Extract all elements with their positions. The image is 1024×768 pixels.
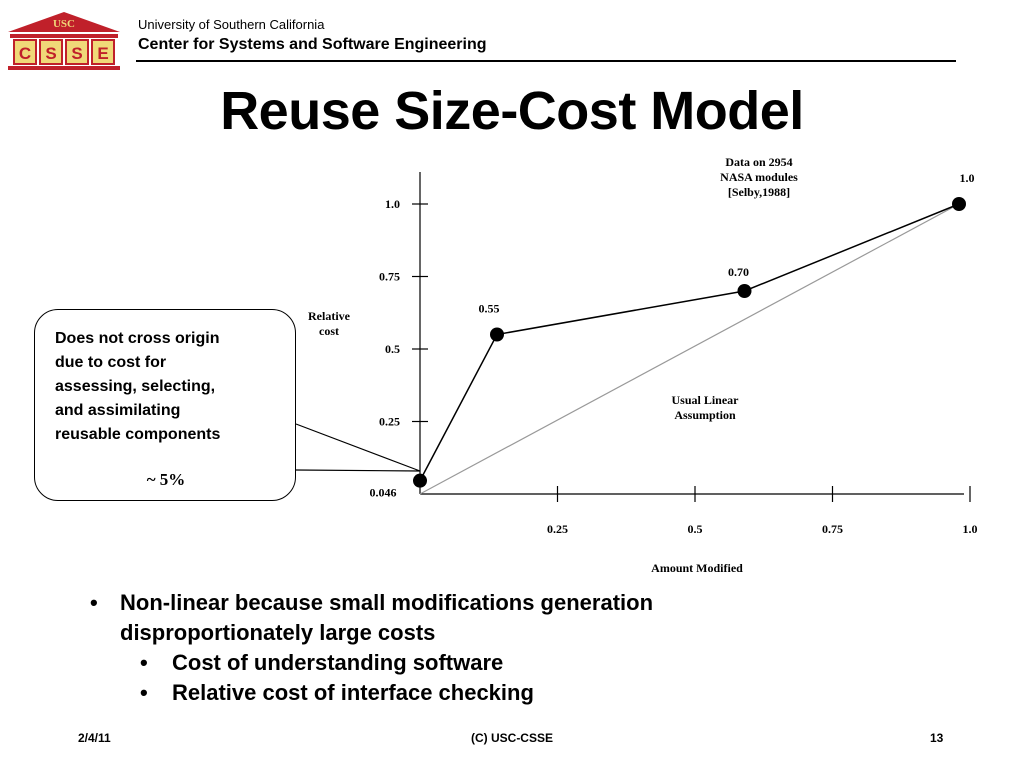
- data-point: [737, 284, 752, 298]
- callout-line: Does not cross origin: [55, 330, 220, 347]
- data-label: 0.70: [728, 265, 749, 279]
- y-axis-label: cost: [319, 324, 339, 338]
- x-tick-label: 1.0: [963, 522, 978, 536]
- y-tick-label: 0.75: [379, 270, 400, 284]
- data-point: [490, 327, 504, 342]
- callout-line: assessing, selecting,: [55, 378, 216, 395]
- chart-labels: 0.25 0.5 0.75 1.0 0.25 0.5 0.75 1.0 0.046 0.55 0.7…: [308, 155, 977, 575]
- data-label: 0.55: [479, 302, 500, 316]
- callout-percentage: ~ 5%: [146, 470, 186, 489]
- logo-letters: C S S E: [13, 39, 115, 65]
- callout-line: due to cost for: [55, 354, 167, 371]
- data-label: 1.0: [960, 171, 975, 185]
- svg-text:S: S: [71, 44, 82, 63]
- data-label: 0.046: [370, 486, 397, 500]
- y-tick-label: 1.0: [385, 197, 400, 211]
- header-divider: [136, 60, 956, 62]
- footer-page-number: 13: [930, 731, 944, 745]
- y-tick-label: 0.25: [379, 415, 400, 429]
- source-note: [Selby,1988]: [728, 185, 790, 199]
- svg-text:E: E: [97, 44, 108, 63]
- y-axis-label: Relative: [308, 309, 351, 323]
- logo-base: [8, 66, 120, 70]
- center-name: Center for Systems and Software Engineer…: [138, 36, 487, 53]
- x-tick-label: 0.75: [822, 522, 843, 536]
- sub-bullet-item: Cost of understanding software: [140, 648, 760, 678]
- x-tick-label: 0.25: [547, 522, 568, 536]
- callout-line: reusable components: [55, 426, 221, 443]
- university-name: University of Southern California: [138, 17, 325, 32]
- logo-usc-text: USC: [53, 18, 75, 30]
- chart-series: [413, 197, 966, 495]
- sub-bullet-item: Relative cost of interface checking: [140, 678, 760, 708]
- x-tick-label: 0.5: [688, 522, 703, 536]
- reuse-cost-line: [419, 203, 960, 482]
- data-point: [952, 197, 966, 211]
- footer-copyright: (C) USC-CSSE: [470, 731, 553, 745]
- data-point: [413, 473, 427, 488]
- source-note: Data on 2954: [725, 155, 792, 169]
- linear-assumption-label: Assumption: [674, 408, 736, 422]
- bullet-list: Non-linear because small modifications g…: [90, 588, 760, 708]
- y-tick-label: 0.5: [385, 342, 400, 356]
- source-note: NASA modules: [720, 170, 798, 184]
- svg-text:C: C: [19, 44, 31, 63]
- logo-lintel: [10, 34, 118, 38]
- callout-text: Does not cross origin due to cost for as…: [55, 327, 291, 447]
- slide-title: Reuse Size-Cost Model: [220, 81, 804, 141]
- linear-assumption-label: Usual Linear: [671, 393, 739, 407]
- linear-assumption-line: [419, 203, 960, 495]
- chart-ticks: [412, 203, 971, 502]
- footer-date: 2/4/11: [78, 731, 111, 745]
- usc-csse-logo: USC C S S E: [8, 12, 120, 70]
- x-axis-label: Amount Modified: [651, 561, 743, 575]
- origin-callout: Does not cross origin due to cost for as…: [34, 309, 296, 501]
- bullet-item: Non-linear because small modifications g…: [90, 588, 760, 648]
- svg-text:S: S: [45, 44, 56, 63]
- logo-roof: [8, 12, 120, 32]
- callout-line: and assimilating: [55, 402, 181, 419]
